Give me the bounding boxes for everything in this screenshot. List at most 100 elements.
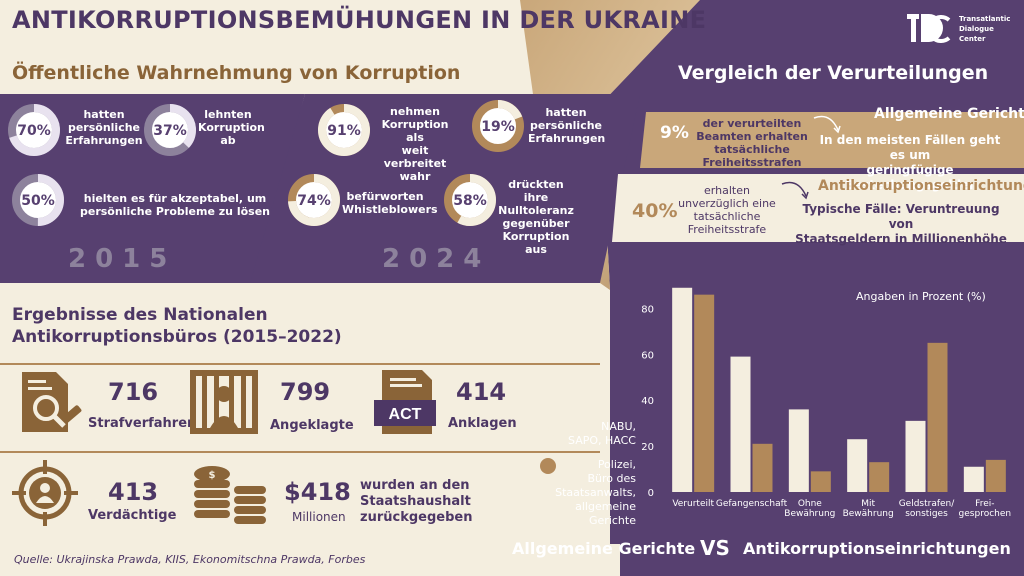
stat-label: Verdächtige (88, 508, 177, 523)
target-person-icon (12, 460, 78, 526)
x-tick-label: Bewährung (784, 509, 835, 519)
stat-label: Strafverfahren (88, 416, 197, 431)
x-tick-label: sonstiges (905, 509, 948, 519)
donut-2015-1: 37% (144, 104, 196, 156)
donut-text: lehnten Korruption ab (198, 108, 265, 147)
x-tick-label: Gefangenschaft (716, 499, 788, 509)
bar-general (869, 462, 890, 492)
x-tick-label: Frei- (975, 499, 994, 509)
bar-general (927, 342, 948, 492)
stat-value: 414 (456, 378, 507, 406)
donut-2015-0: 70% (8, 104, 60, 156)
donut-text: drückten ihre Nulltoleranz gegenüber Korrup… (498, 178, 574, 256)
donut-2024-0: 91% (318, 104, 370, 156)
anti-title: Antikorruptionseinrichtungen (818, 178, 1024, 194)
x-tick-label: Ohne (798, 499, 822, 509)
donut-value: 74% (297, 193, 331, 209)
y-tick-label: 20 (641, 442, 654, 453)
returned-text: wurden an den Staatshaushalt zurückgegeben (360, 478, 473, 525)
general-title: Allgemeine Gerichte (874, 106, 1024, 122)
svg-text:$: $ (209, 470, 216, 481)
year-2024: 2024 (382, 244, 491, 274)
x-tick-label: Geldstrafen/ (899, 499, 956, 509)
stat-value: $418 (284, 478, 351, 506)
curved-arrow-icon (781, 181, 809, 200)
footer-vs: VS (700, 536, 730, 560)
act-label: ACT (389, 406, 422, 423)
donut-value: 91% (327, 123, 361, 139)
donut-arc (144, 104, 196, 156)
donut-text: hatten persönliche Erfahrungen (528, 106, 606, 145)
donut-value: 19% (481, 119, 515, 135)
donut-arc (444, 174, 496, 226)
year-2015: 2015 (68, 244, 177, 274)
act-document-icon: ACT (374, 370, 436, 434)
donut-2024-3: 58% (444, 174, 496, 226)
source-note: Quelle: Ukrajinska Prawda, KIIS, Ekonomi… (14, 553, 366, 566)
nabu-title: Ergebnisse des Nationalen Antikorruptions… (12, 305, 342, 347)
anti-text: erhalten unverzüglich eine tatsächliche Fre… (678, 184, 776, 236)
donut-text: nehmen Korruption als weit verbreitet wahr (381, 105, 449, 183)
legend-swatch (540, 458, 556, 474)
y-tick-label: 60 (641, 350, 654, 361)
curved-arrow-icon (813, 115, 841, 134)
tdc-logo-icon (907, 14, 951, 43)
anti-pct: 40% (632, 200, 678, 222)
bar-anti (963, 466, 984, 492)
bar-anti (847, 439, 868, 492)
stat-value: 799 (280, 378, 331, 406)
footer-right: Antikorruptionseinrichtungen (743, 539, 1011, 558)
coins-icon: $ (194, 466, 266, 524)
y-tick-label: 40 (641, 396, 654, 407)
bar-anti (788, 409, 809, 492)
bar-anti (672, 287, 693, 492)
general-text: der verurteilten Beamten erhalten tatsächl… (696, 117, 808, 169)
donut-value: 37% (153, 123, 187, 139)
donut-arc (472, 100, 524, 152)
donut-arc (8, 104, 60, 156)
bar-general (985, 459, 1006, 492)
donut-2024-2: 74% (288, 174, 340, 226)
stat-label: Anklagen (448, 416, 517, 431)
bar-anti (905, 420, 926, 492)
comparison-title: Vergleich der Verurteilungen (678, 62, 989, 84)
stat-value: 413 (108, 478, 159, 506)
donut-value: 58% (453, 193, 487, 209)
legend-label: Polizei, Büro des Staatsanwalts, allgemeine… (555, 458, 636, 527)
x-tick-label: gesprochen (959, 509, 1012, 519)
legend-label: NABU, SAPO, HACC (568, 420, 636, 447)
x-tick-label: Bewährung (843, 509, 894, 519)
donut-2024-1: 19% (472, 100, 524, 152)
anti-desc: Typische Fälle: Veruntreuung von Staatsge… (795, 202, 1007, 246)
page-title: ANTIKORRUPTIONSBEMÜHUNGEN IN DER UKRAINE (12, 6, 707, 34)
legend-swatch (548, 420, 564, 436)
donut-text: hielten es für akzeptabel, um persönliche… (79, 192, 270, 218)
footer-left: Allgemeine Gerichte (512, 539, 696, 558)
y-tick-label: 80 (641, 304, 654, 315)
donut-arc (318, 104, 370, 156)
y-tick-label: 0 (648, 488, 654, 499)
logo: Transatlantic Dialogue Center (905, 12, 1017, 48)
case-file-icon (22, 372, 82, 432)
stat-label: Millionen (292, 510, 346, 524)
donut-text: befürworten Whistleblowers (342, 190, 438, 216)
general-pct: 9% (660, 123, 689, 143)
prison-bars-icon (190, 370, 258, 434)
x-tick-label: Verurteilt (672, 499, 714, 509)
bar-general (810, 471, 831, 492)
chart-note: Angaben in Prozent (%) (856, 290, 986, 303)
perception-title: Öffentliche Wahrnehmung von Korruption (12, 62, 461, 84)
general-desc: In den meisten Fällen geht es um geringfü… (819, 133, 1001, 192)
logo-text: Transatlantic Dialogue Center (959, 15, 1011, 43)
x-tick-label: Mit (861, 499, 875, 509)
stat-label: Angeklagte (270, 418, 354, 433)
donut-2015-2: 50% (12, 174, 64, 226)
donut-text: hatten persönliche Erfahrungen (65, 108, 143, 147)
donut-arc (288, 174, 340, 226)
bar-general (694, 294, 715, 492)
donut-arc (12, 174, 64, 226)
donut-value: 50% (21, 193, 55, 209)
donut-value: 70% (17, 123, 51, 139)
bar-general (752, 443, 773, 492)
